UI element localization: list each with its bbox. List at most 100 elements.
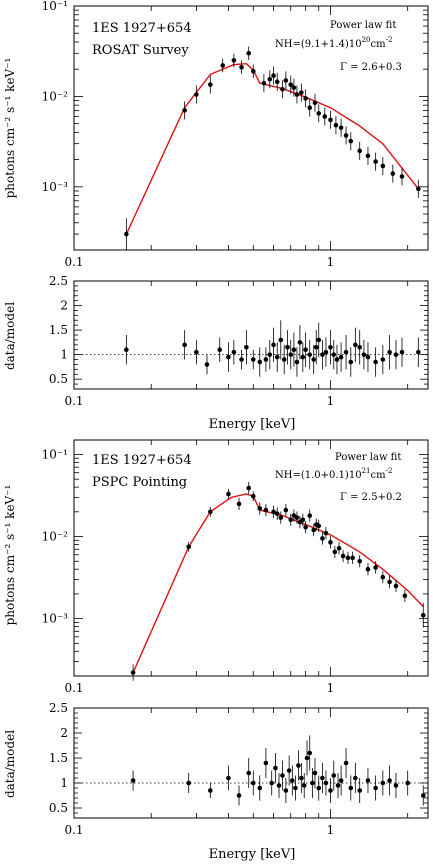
data-point (257, 785, 263, 791)
y-tick-label: 2 (60, 726, 68, 740)
data-point (250, 780, 256, 786)
panel-title-line-2: PSPC Pointing (92, 475, 187, 490)
y-tick-label: 2.5 (49, 701, 68, 715)
y-tick-label: 10⁻¹ (42, 0, 68, 13)
data-point (299, 90, 304, 95)
data-point (393, 352, 399, 357)
data-point (313, 344, 319, 350)
data-point (220, 63, 226, 68)
data-point (311, 357, 316, 362)
y-tick-label: 0.5 (49, 801, 68, 815)
data-point (301, 783, 307, 788)
x-tick-label: 0.1 (64, 681, 83, 695)
panel-pointing-spectrum: 0.1 1 10⁻³ 10⁻² 10⁻¹ 1ES 1927+654 PSPC Point… (3, 439, 429, 695)
panel-survey-spectrum: 0.1 1 10⁻³ 10⁻² 10⁻¹ 1ES 1927+654 ROSAT Surv… (3, 0, 429, 269)
data-point (278, 515, 284, 520)
data-point (420, 612, 426, 618)
data-point (312, 100, 318, 106)
data-point (194, 92, 199, 97)
data-point (311, 527, 316, 533)
data-point (217, 347, 223, 353)
panel-survey-ratio: 0.1 1 0.5 1 1.5 2 2.5 data/model (3, 274, 429, 408)
data-point (343, 760, 349, 766)
y-tick-label: 10⁻³ (42, 180, 69, 194)
data-point (236, 793, 242, 798)
data-point (312, 770, 318, 776)
data-point (320, 352, 325, 357)
data-point (328, 344, 333, 350)
axis-ticks: 0.1 1 0.5 1 1.5 2 2.5 (49, 701, 428, 837)
data-point (293, 785, 298, 791)
data-point (299, 775, 304, 781)
data-point (250, 493, 256, 499)
data-point (257, 359, 263, 365)
data-point (290, 778, 295, 783)
data-point (420, 793, 426, 798)
data-points (124, 46, 421, 250)
data-point (208, 509, 213, 515)
data-point (393, 583, 399, 589)
panel-title-line-1: 1ES 1927+654 (92, 453, 192, 468)
data-point (402, 593, 408, 599)
data-point (182, 342, 187, 348)
data-point (399, 174, 405, 179)
data-point (226, 354, 231, 360)
data-point (273, 765, 278, 771)
data-point (244, 344, 249, 350)
data-point (307, 105, 313, 110)
data-point (357, 344, 363, 350)
data-point (416, 349, 421, 355)
data-point (294, 92, 300, 97)
data-point (373, 565, 378, 570)
data-point (338, 778, 344, 783)
data-point (303, 96, 308, 101)
data-point (274, 79, 280, 85)
data-point (267, 352, 273, 357)
data-point (416, 186, 421, 192)
data-point (239, 357, 244, 362)
plot-frame (73, 439, 429, 677)
data-point (271, 73, 276, 78)
data-point (291, 85, 297, 90)
data-point (340, 553, 346, 559)
x-tick-label: 0.1 (64, 255, 83, 269)
data-point (303, 347, 308, 353)
data-point (373, 359, 378, 365)
data-point (348, 359, 354, 365)
data-point (226, 491, 231, 497)
data-point (307, 513, 313, 518)
data-point (331, 352, 337, 357)
data-point (239, 64, 244, 70)
data-point (328, 540, 333, 545)
data-point (338, 354, 344, 360)
data-point (288, 352, 294, 357)
data-point (231, 349, 237, 355)
data-point (204, 362, 210, 367)
data-point (350, 555, 355, 561)
data-point (365, 354, 371, 360)
data-point (304, 755, 310, 761)
data-point (373, 159, 378, 164)
data-point (182, 108, 187, 113)
data-point (263, 507, 269, 513)
data-point (300, 517, 306, 523)
data-point (288, 517, 294, 523)
data-point (297, 340, 303, 345)
y-axis-label: photons cm⁻² s⁻¹ keV⁻¹ (3, 58, 17, 199)
data-points (124, 320, 421, 377)
fit-label: Power law fit (335, 452, 401, 463)
data-point (365, 153, 371, 159)
data-point (208, 788, 213, 793)
x-tick-label: 1 (327, 823, 335, 837)
data-point (194, 349, 199, 355)
data-point (328, 117, 333, 123)
data-point (357, 558, 363, 564)
data-point (387, 349, 392, 355)
data-point (226, 775, 231, 781)
y-tick-label: 10⁻³ (42, 612, 69, 626)
y-axis-label: photons cm⁻² s⁻¹ keV⁻¹ (3, 485, 17, 626)
data-point (300, 354, 306, 360)
plot-frame (73, 707, 429, 819)
panel-title-line-1: 1ES 1927+654 (92, 21, 192, 36)
